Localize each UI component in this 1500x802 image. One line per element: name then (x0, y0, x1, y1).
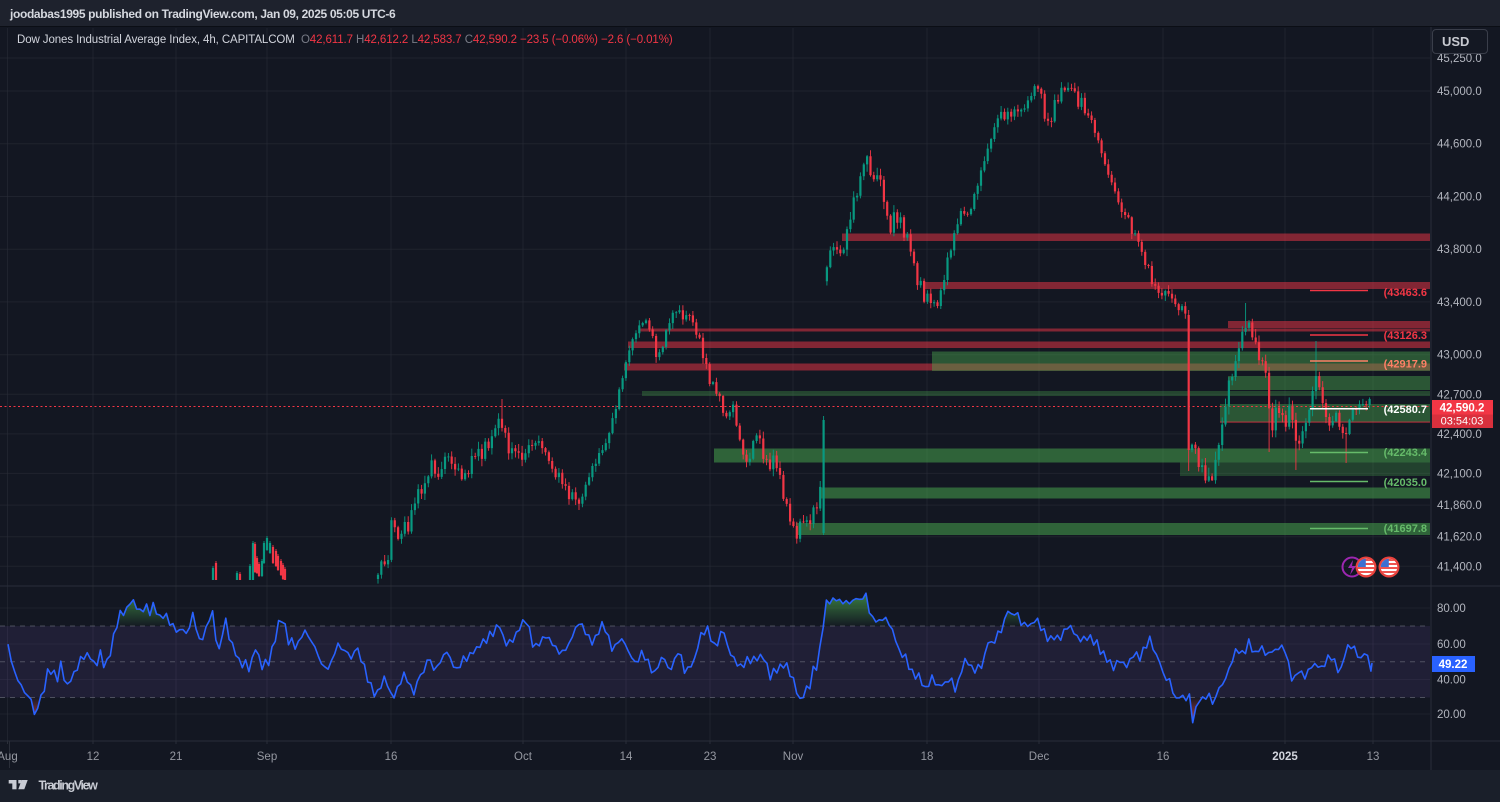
svg-text:03:54:03: 03:54:03 (1441, 416, 1484, 428)
svg-text:43,800.0: 43,800.0 (1437, 244, 1482, 256)
svg-text:60.00: 60.00 (1437, 639, 1466, 651)
svg-text:42,700.0: 42,700.0 (1437, 389, 1482, 401)
svg-text:Dec: Dec (1029, 751, 1050, 763)
svg-text:(42580.7: (42580.7 (1384, 404, 1427, 416)
svg-text:45,000.0: 45,000.0 (1437, 86, 1482, 98)
svg-text:42,590.2: 42,590.2 (1440, 403, 1485, 415)
svg-text:16: 16 (385, 751, 398, 763)
svg-text:40.00: 40.00 (1437, 675, 1466, 687)
svg-text:Sep: Sep (257, 751, 277, 763)
svg-text:41,400.0: 41,400.0 (1437, 561, 1482, 573)
svg-text:23: 23 (704, 751, 717, 763)
svg-text:80.00: 80.00 (1437, 603, 1466, 615)
svg-text:43,400.0: 43,400.0 (1437, 297, 1482, 309)
svg-text:Aug: Aug (0, 751, 18, 763)
svg-text:(42035.0: (42035.0 (1384, 477, 1427, 489)
svg-text:12: 12 (87, 751, 100, 763)
svg-text:21: 21 (170, 751, 183, 763)
svg-text:13: 13 (1367, 751, 1380, 763)
svg-text:(42917.9: (42917.9 (1384, 359, 1427, 371)
svg-text:2025: 2025 (1272, 751, 1298, 763)
svg-text:(41697.8: (41697.8 (1384, 523, 1427, 535)
svg-text:16: 16 (1157, 751, 1170, 763)
svg-text:43,000.0: 43,000.0 (1437, 350, 1482, 362)
svg-text:42,100.0: 42,100.0 (1437, 468, 1482, 480)
svg-text:(43126.3: (43126.3 (1384, 330, 1427, 342)
svg-text:44,200.0: 44,200.0 (1437, 192, 1482, 204)
svg-text:18: 18 (921, 751, 934, 763)
svg-text:14: 14 (620, 751, 633, 763)
svg-text:Nov: Nov (783, 751, 804, 763)
svg-text:20.00: 20.00 (1437, 709, 1466, 721)
svg-text:(42243.4: (42243.4 (1384, 447, 1428, 459)
svg-text:Oct: Oct (514, 751, 533, 763)
svg-text:44,600.0: 44,600.0 (1437, 139, 1482, 151)
svg-text:45,250.0: 45,250.0 (1437, 53, 1482, 65)
svg-text:49.22: 49.22 (1439, 659, 1468, 671)
svg-text:42,400.0: 42,400.0 (1437, 429, 1482, 441)
svg-text:TradingView: TradingView (39, 779, 99, 793)
svg-text:(43463.6: (43463.6 (1384, 287, 1427, 299)
svg-text:41,860.0: 41,860.0 (1437, 500, 1482, 512)
svg-text:41,620.0: 41,620.0 (1437, 532, 1482, 544)
